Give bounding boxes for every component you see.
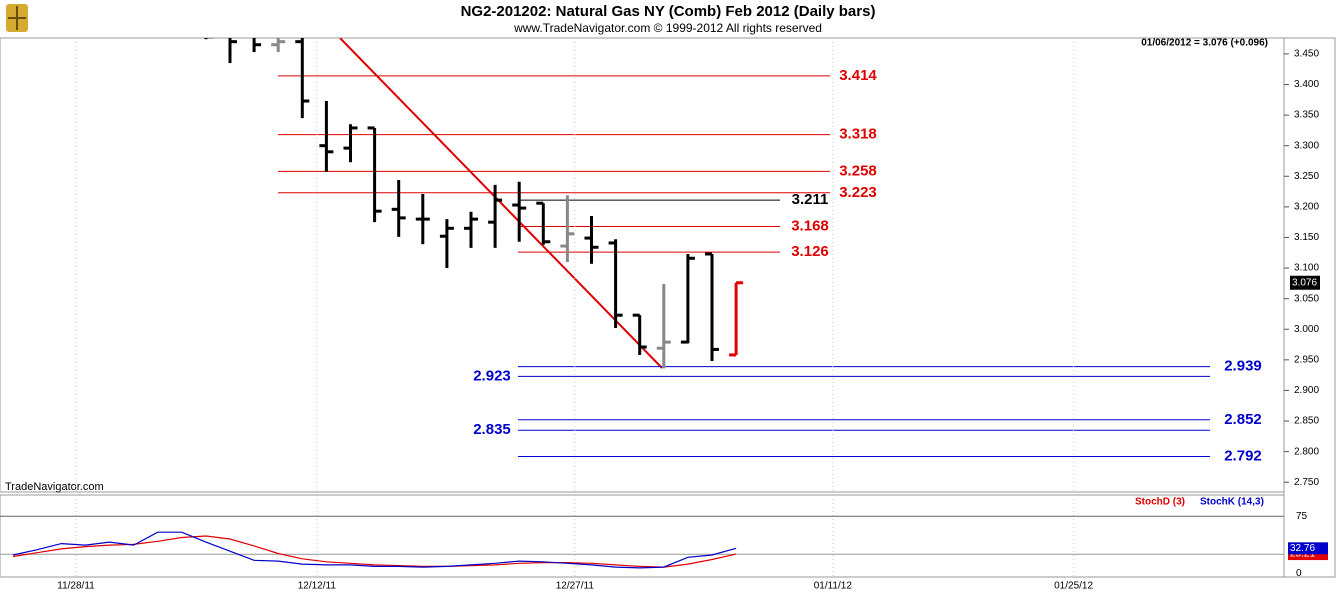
level-label: 2.792 bbox=[1224, 447, 1262, 464]
y-tick-label: 2.750 bbox=[1294, 477, 1319, 488]
x-tick-label: 12/12/11 bbox=[298, 581, 337, 592]
x-tick-label: 01/25/12 bbox=[1054, 581, 1093, 592]
y-tick-label: 3.400 bbox=[1294, 79, 1319, 90]
y-tick-label: 3.300 bbox=[1294, 140, 1319, 151]
y-tick-label: 3.050 bbox=[1294, 293, 1319, 304]
y-tick-label: 3.250 bbox=[1294, 171, 1319, 182]
main-plot bbox=[0, 37, 1285, 493]
y-tick-label: 2.800 bbox=[1294, 446, 1319, 457]
stoch-plot bbox=[0, 494, 1285, 578]
level-label: 3.223 bbox=[839, 184, 877, 201]
level-label: 2.835 bbox=[473, 421, 511, 438]
level-label: 3.414 bbox=[839, 67, 877, 84]
y-tick-label: 3.350 bbox=[1294, 110, 1319, 121]
watermark: TradeNavigator.com bbox=[5, 481, 104, 493]
chart-title: NG2-201202: Natural Gas NY (Comb) Feb 20… bbox=[461, 3, 876, 20]
level-label: 3.168 bbox=[791, 217, 829, 234]
header-note: 01/06/2012 = 3.076 (+0.096) bbox=[1141, 38, 1268, 49]
level-label: 3.126 bbox=[791, 243, 829, 260]
y-tick-label: 2.850 bbox=[1294, 416, 1319, 427]
last-price-box bbox=[1290, 275, 1320, 290]
level-label: 3.318 bbox=[839, 126, 877, 143]
last-price-label: 3.076 bbox=[1292, 277, 1317, 288]
main-layer bbox=[204, 38, 1210, 458]
y-tick-label: 3.100 bbox=[1294, 263, 1319, 274]
logo bbox=[6, 4, 28, 32]
x-tick-label: 11/28/11 bbox=[57, 581, 95, 592]
y-tick-label: 3.000 bbox=[1294, 324, 1319, 335]
price-axis bbox=[1283, 37, 1336, 578]
level-label: 3.211 bbox=[792, 191, 829, 208]
y-tick-label: 3.150 bbox=[1294, 232, 1319, 243]
legend-entry: StochK (14,3) bbox=[1200, 497, 1264, 508]
y-tick-label: 2.950 bbox=[1294, 354, 1319, 365]
stoch-line bbox=[13, 535, 737, 568]
stoch-line bbox=[12, 531, 737, 569]
level-label: 3.258 bbox=[839, 162, 877, 179]
level-label: 2.923 bbox=[473, 367, 511, 384]
trend-line bbox=[339, 38, 663, 369]
chart-subtitle: www.TradeNavigator.com © 1999-2012 All r… bbox=[513, 21, 822, 35]
x-tick-label: 01/11/12 bbox=[814, 581, 853, 592]
stoch-value-label: 32.76 bbox=[1290, 543, 1315, 554]
x-tick-label: 12/27/11 bbox=[556, 581, 595, 592]
level-label: 2.852 bbox=[1224, 411, 1262, 428]
legend-entry: StochD (3) bbox=[1135, 497, 1185, 508]
y-tick-label: 2.900 bbox=[1294, 385, 1319, 396]
y-tick-label: 3.200 bbox=[1294, 202, 1319, 213]
y-tick-label: 3.450 bbox=[1294, 49, 1319, 60]
y-tick-label: 0 bbox=[1296, 568, 1302, 579]
level-label: 2.939 bbox=[1224, 358, 1262, 375]
stoch-value-box bbox=[1288, 542, 1328, 555]
y-tick-label: 75 bbox=[1296, 511, 1308, 522]
